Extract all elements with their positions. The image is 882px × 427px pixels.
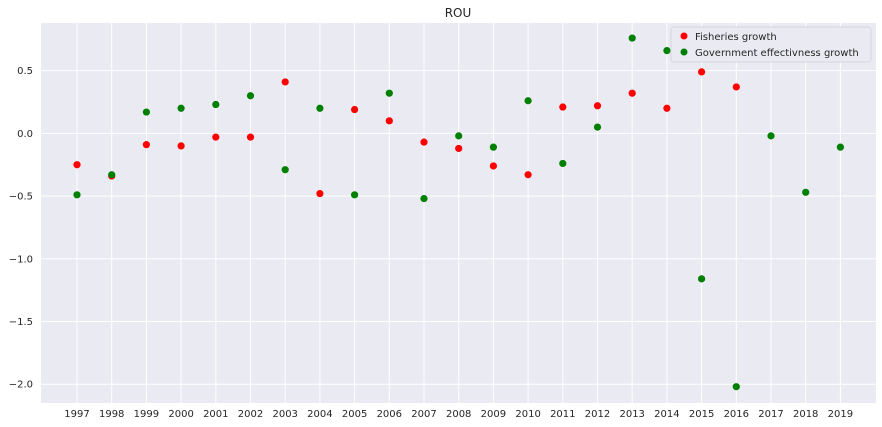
government-effectiveness-point [420, 194, 428, 203]
government-effectiveness-point [698, 275, 706, 283]
legend-label-fisheries: Fisheries growth [695, 32, 777, 43]
government-effectiveness-point [142, 108, 150, 116]
legend: Fisheries growth Government effectivness… [670, 26, 872, 63]
x-tick-label: 2013 [619, 409, 644, 420]
x-tick-label: 2000 [168, 409, 193, 420]
x-tick-label: 2014 [654, 409, 679, 420]
y-tick-label: −2.0 [9, 380, 33, 391]
x-tick-label: 2015 [689, 409, 714, 420]
y-tick-label: −1.0 [9, 254, 33, 265]
government-effectiveness-point [316, 104, 324, 112]
government-effectiveness-point [385, 89, 393, 97]
government-effectiveness-point [767, 132, 775, 140]
fisheries-growth-point [455, 144, 463, 153]
x-tick-label: 2003 [272, 409, 297, 420]
fisheries-growth-point [628, 89, 636, 97]
x-tick-label: 2019 [828, 409, 853, 420]
fisheries-growth-point [698, 68, 706, 76]
x-tick-label: 2011 [550, 409, 575, 420]
fisheries-growth-point [732, 83, 740, 91]
legend-label-government: Government effectivness growth [695, 48, 859, 59]
fisheries-growth-point [281, 78, 289, 86]
x-tick-label: 2001 [203, 409, 228, 420]
government-effectiveness-point [628, 34, 636, 42]
x-tick-label: 1997 [64, 409, 89, 420]
government-effectiveness-point [73, 191, 81, 199]
x-tick-label: 2005 [342, 409, 367, 420]
x-tick-label: 1998 [99, 409, 124, 420]
legend-box [670, 26, 872, 63]
government-effectiveness-point [802, 188, 810, 196]
government-effectiveness-point [836, 143, 845, 151]
x-tick-label: 2012 [585, 409, 610, 420]
government-effectiveness-point [489, 143, 497, 151]
chart-title: ROU [445, 6, 472, 20]
data-points [73, 34, 845, 391]
government-effectiveness-point [177, 104, 185, 112]
x-tick-label: 1999 [134, 409, 159, 420]
x-tick-label: 2010 [515, 409, 540, 420]
fisheries-growth-point [177, 142, 185, 150]
x-tick-label: 2002 [238, 409, 263, 420]
fisheries-growth-point [489, 162, 497, 170]
x-tick-label: 2017 [758, 409, 783, 420]
x-tick-label: 2004 [307, 409, 332, 420]
legend-marker-government [680, 48, 688, 56]
government-effectiveness-point [108, 171, 116, 179]
fisheries-growth-point [663, 104, 671, 112]
x-tick-label: 2018 [793, 409, 818, 420]
government-effectiveness-point [281, 166, 289, 174]
fisheries-growth-point [73, 161, 81, 169]
government-effectiveness-point [663, 46, 671, 55]
government-effectiveness-point [593, 123, 602, 131]
fisheries-growth-point [351, 105, 359, 114]
fisheries-growth-point [246, 133, 255, 141]
y-tick-label: 0.5 [17, 66, 33, 77]
fisheries-growth-point [559, 103, 567, 111]
fisheries-growth-point [593, 102, 602, 110]
fisheries-growth-point [212, 133, 220, 141]
government-effectiveness-point [212, 100, 220, 109]
y-tick-label: −0.5 [9, 192, 33, 203]
government-effectiveness-point [455, 132, 463, 140]
x-tick-label: 2006 [377, 409, 402, 420]
fisheries-growth-point [142, 141, 150, 149]
government-effectiveness-point [246, 92, 255, 100]
y-tick-label: −1.5 [9, 317, 33, 328]
government-effectiveness-point [559, 159, 567, 168]
x-tick-label: 2008 [446, 409, 471, 420]
y-tick-label: 0.0 [17, 129, 33, 140]
government-effectiveness-point [524, 97, 532, 105]
government-effectiveness-point [351, 191, 359, 199]
legend-marker-fisheries [680, 32, 688, 40]
x-tick-label: 2016 [724, 409, 749, 420]
x-tick-label: 2009 [481, 409, 506, 420]
fisheries-growth-point [420, 138, 428, 146]
fisheries-growth-point [316, 189, 324, 198]
fisheries-growth-point [385, 117, 393, 125]
tick-labels: 1997 1998 1999 2000 2001 2002 2003 2004 2005 2006… [9, 66, 853, 420]
x-tick-label: 2007 [411, 409, 436, 420]
fisheries-growth-point [524, 171, 532, 179]
government-effectiveness-point [732, 383, 740, 391]
